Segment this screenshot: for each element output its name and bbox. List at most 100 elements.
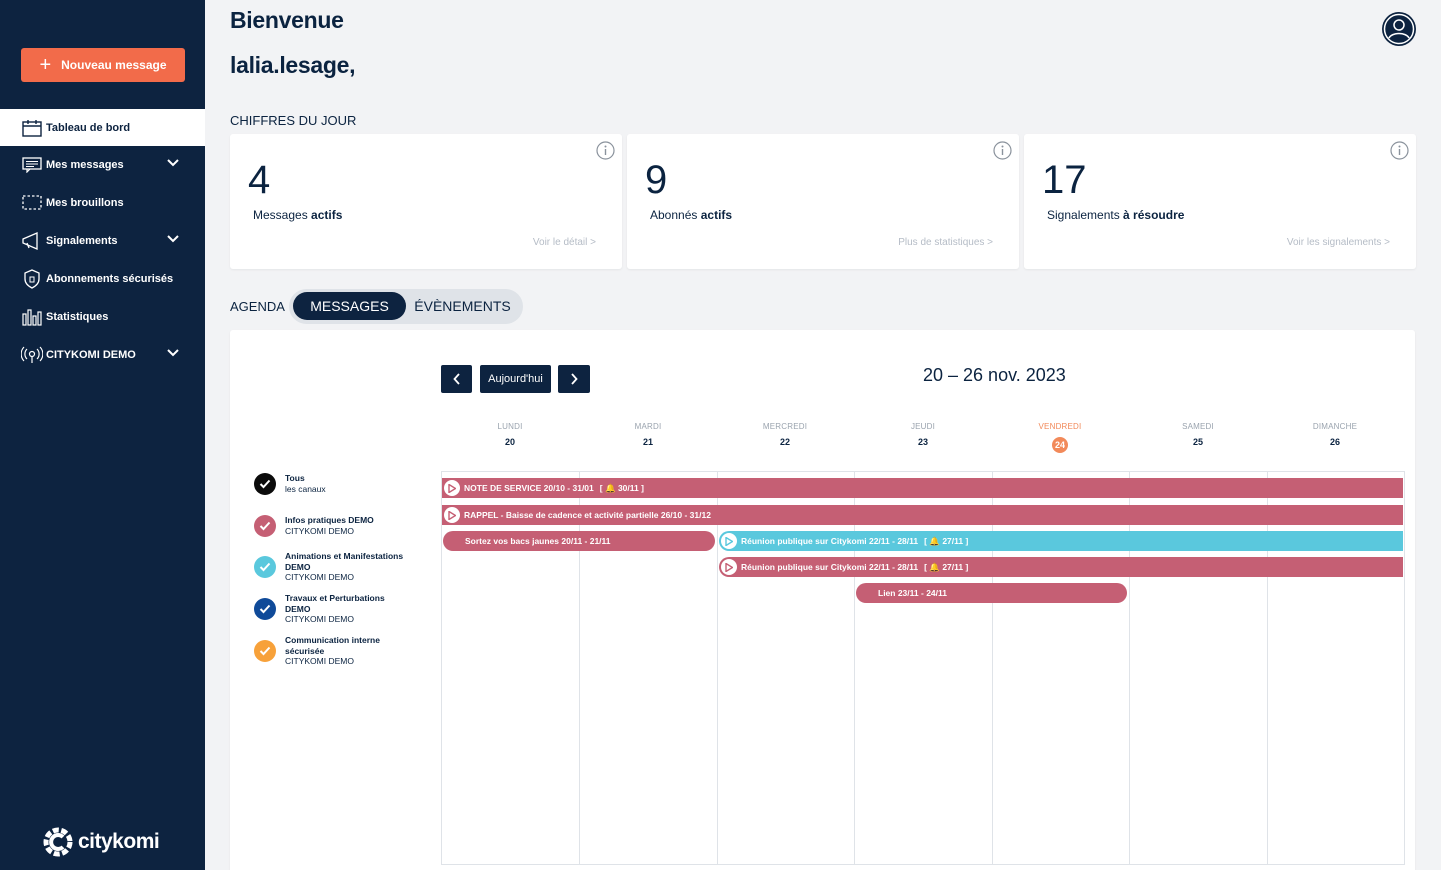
channel-filter-travaux[interactable]: Travaux et Perturbations DEMO CITYKOMI DE…	[254, 593, 410, 625]
play-icon	[721, 559, 737, 575]
tab-events[interactable]: ÉVÈNEMENTS	[414, 298, 511, 314]
agenda-view-toggle: MESSAGES ÉVÈNEMENTS	[289, 289, 523, 324]
tab-messages[interactable]: MESSAGES	[293, 292, 406, 320]
day-column[interactable]	[854, 472, 855, 864]
sidebar-item-statistics[interactable]: Statistiques	[0, 298, 205, 336]
sidebar-item-drafts[interactable]: Mes brouillons	[0, 184, 205, 222]
sidebar-item-label: Mes brouillons	[46, 197, 124, 209]
play-icon	[721, 533, 737, 549]
previous-week-button[interactable]	[441, 365, 472, 393]
event-title: Sortez vos bacs jaunes 20/11 - 21/11	[465, 536, 611, 546]
username: lalia.lesage,	[230, 52, 356, 78]
stat-card-reports-to-resolve: 17 Signalements à résoudre Voir les sign…	[1024, 134, 1416, 269]
stat-label: Messages actifs	[253, 208, 343, 222]
stat-card-active-messages: 4 Messages actifs Voir le détail >	[230, 134, 622, 269]
chevron-right-icon	[571, 373, 578, 385]
logo-text: citykomi	[78, 830, 160, 853]
calendar-event[interactable]: Lien 23/11 - 24/11	[856, 583, 1127, 603]
channel-subtitle: CITYKOMI DEMO	[285, 614, 354, 624]
chevron-left-icon	[452, 373, 460, 385]
shield-icon	[21, 269, 43, 289]
citykomi-logo-icon	[43, 827, 73, 857]
event-title: RAPPEL - Baisse de cadence et activité p…	[464, 510, 711, 520]
calendar-panel	[230, 330, 1415, 870]
channel-subtitle: les canaux	[285, 483, 326, 494]
sidebar-item-reports[interactable]: Signalements	[0, 222, 205, 260]
chart-icon	[21, 307, 43, 327]
date-range: 20 – 26 nov. 2023	[923, 365, 1066, 385]
calendar-icon	[21, 118, 43, 138]
stat-card-active-subscribers: 9 Abonnés actifs Plus de statistiques >	[627, 134, 1019, 269]
sidebar-item-label: Abonnements sécurisés	[46, 273, 174, 285]
day-header-friday: VENDREDI 24	[991, 422, 1129, 453]
event-title: NOTE DE SERVICE 20/10 - 31/01	[464, 483, 594, 493]
channel-title: Communication interne sécurisée	[285, 635, 380, 656]
play-icon	[444, 507, 460, 523]
page-title: Bienvenue	[230, 7, 344, 33]
channel-filter-all[interactable]: Tous les canaux	[254, 473, 410, 495]
day-header-thursday: JEUDI 23	[910, 422, 936, 447]
new-message-label: Nouveau message	[61, 58, 167, 72]
sidebar-item-label: Signalements	[46, 235, 118, 247]
day-column[interactable]	[1129, 472, 1130, 864]
sidebar: + Nouveau message Tableau de bord Mes me…	[0, 0, 205, 870]
sidebar-item-secure-subscriptions[interactable]: Abonnements sécurisés	[0, 260, 205, 298]
calendar-event[interactable]: Réunion publique sur Citykomi 22/11 - 28…	[719, 557, 1403, 577]
stat-detail-link[interactable]: Plus de statistiques >	[898, 237, 993, 248]
channel-title: Travaux et Perturbations DEMO	[285, 593, 385, 614]
channel-filter-communication-interne[interactable]: Communication interne sécurisée CITYKOMI …	[254, 635, 410, 667]
sidebar-item-label: CITYKOMI DEMO	[46, 349, 136, 361]
channel-filter-infos-pratiques[interactable]: Infos pratiques DEMO CITYKOMI DEMO	[254, 515, 410, 537]
info-icon[interactable]	[993, 141, 1012, 160]
next-week-button[interactable]	[558, 365, 590, 393]
sidebar-item-dashboard[interactable]: Tableau de bord	[0, 109, 205, 146]
messages-icon	[21, 155, 43, 175]
info-icon[interactable]	[596, 141, 615, 160]
day-header-saturday: SAMEDI 25	[1182, 422, 1214, 447]
today-button[interactable]: Aujourd'hui	[480, 365, 551, 393]
day-header-wednesday: MERCREDI 22	[762, 422, 808, 447]
plus-icon: +	[39, 54, 52, 76]
event-title: Réunion publique sur Citykomi 22/11 - 28…	[741, 562, 919, 572]
check-icon	[254, 640, 276, 662]
day-column[interactable]	[1267, 472, 1268, 864]
stat-label: Signalements à résoudre	[1047, 208, 1185, 222]
calendar-event[interactable]: RAPPEL - Baisse de cadence et activité p…	[442, 505, 1403, 525]
broadcast-icon	[21, 345, 43, 365]
day-column[interactable]	[717, 472, 718, 864]
stat-detail-link[interactable]: Voir le détail >	[532, 237, 596, 248]
check-icon	[254, 515, 276, 537]
day-column[interactable]	[579, 472, 580, 864]
stat-detail-link[interactable]: Voir les signalements >	[1286, 237, 1390, 248]
channel-subtitle: CITYKOMI DEMO	[285, 656, 354, 666]
stat-value: 4	[248, 158, 271, 202]
new-message-button[interactable]: + Nouveau message	[21, 48, 185, 82]
calendar-event[interactable]: Sortez vos bacs jaunes 20/11 - 21/11	[443, 531, 715, 551]
chevron-down-icon[interactable]	[167, 158, 179, 170]
channel-subtitle: CITYKOMI DEMO	[285, 525, 354, 536]
sidebar-item-messages[interactable]: Mes messages	[0, 146, 205, 184]
day-column[interactable]	[992, 472, 993, 864]
calendar-grid	[441, 471, 1405, 865]
user-avatar-icon[interactable]	[1381, 11, 1417, 47]
sidebar-item-label: Statistiques	[46, 311, 109, 323]
day-header-sunday: DIMANCHE 26	[1312, 422, 1358, 447]
event-title: Réunion publique sur Citykomi 22/11 - 28…	[741, 536, 919, 546]
check-icon	[254, 473, 276, 495]
chevron-down-icon[interactable]	[167, 348, 179, 360]
sidebar-item-citykomi-demo[interactable]: CITYKOMI DEMO	[0, 336, 205, 374]
event-notification: [ 🔔 27/11 ]	[924, 535, 969, 546]
channel-filter-animations[interactable]: Animations et Manifestations DEMO CITYKOM…	[254, 551, 410, 583]
day-header-monday: LUNDI 20	[497, 422, 523, 447]
event-notification: [ 🔔 30/11 ]	[599, 482, 644, 493]
bell-icon: 🔔	[929, 535, 940, 546]
day-header-tuesday: MARDI 21	[634, 422, 662, 447]
calendar-event[interactable]: Réunion publique sur Citykomi 22/11 - 28…	[719, 531, 1403, 551]
calendar-event[interactable]: NOTE DE SERVICE 20/10 - 31/01 [ 🔔 30/11 …	[442, 478, 1403, 498]
sidebar-nav: Tableau de bord Mes messages Mes brouill…	[0, 109, 205, 374]
stats-section-title: CHIFFRES DU JOUR	[230, 113, 357, 128]
stat-value: 17	[1042, 158, 1087, 202]
info-icon[interactable]	[1390, 141, 1409, 160]
play-icon	[444, 480, 460, 496]
chevron-down-icon[interactable]	[167, 234, 179, 246]
